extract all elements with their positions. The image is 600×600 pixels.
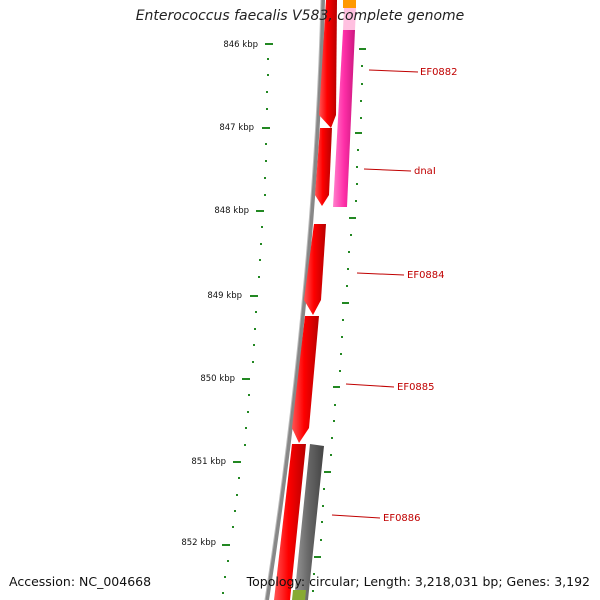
tick-label: 846 kbp (223, 40, 258, 50)
tick-label: 851 kbp (191, 457, 226, 467)
tick-label: 849 kbp (207, 291, 242, 301)
genome-summary-text: Topology: circular; Length: 3,218,031 bp… (246, 574, 590, 589)
cds-arrow-ef0886 (274, 444, 306, 600)
genome-title: Enterococcus faecalis V583, complete gen… (135, 8, 465, 24)
backbone-line (265, 0, 325, 600)
gene-label-ef0886: EF0886 (383, 513, 421, 524)
gene-label-ef0884: EF0884 (407, 270, 445, 281)
tick-label: 847 kbp (219, 123, 254, 133)
backbone-line-inner (264, 0, 322, 600)
right-ruler (312, 48, 366, 592)
cds-arrow-ef0884 (304, 224, 326, 315)
pink-feature-top (343, 8, 356, 30)
pink-feature (333, 30, 355, 207)
label-leaders (331, 69, 419, 519)
green-feature (292, 590, 306, 600)
accession-text: Accession: NC_004668 (9, 574, 152, 589)
grey-feature (294, 444, 324, 600)
cds-arrow-ef0882 (319, 0, 337, 128)
cds-arrow-ef0885 (292, 316, 319, 443)
gene-label-dnai: dnaI (414, 166, 436, 177)
tick-label: 850 kbp (200, 374, 235, 384)
orange-feature (343, 0, 356, 8)
tick-label: 848 kbp (214, 206, 249, 216)
cds-arrow-dnai (315, 128, 332, 206)
left-ruler (222, 43, 273, 594)
gene-label-ef0885: EF0885 (397, 382, 435, 393)
gene-label-ef0882: EF0882 (420, 67, 458, 78)
tick-label: 852 kbp (181, 538, 216, 548)
